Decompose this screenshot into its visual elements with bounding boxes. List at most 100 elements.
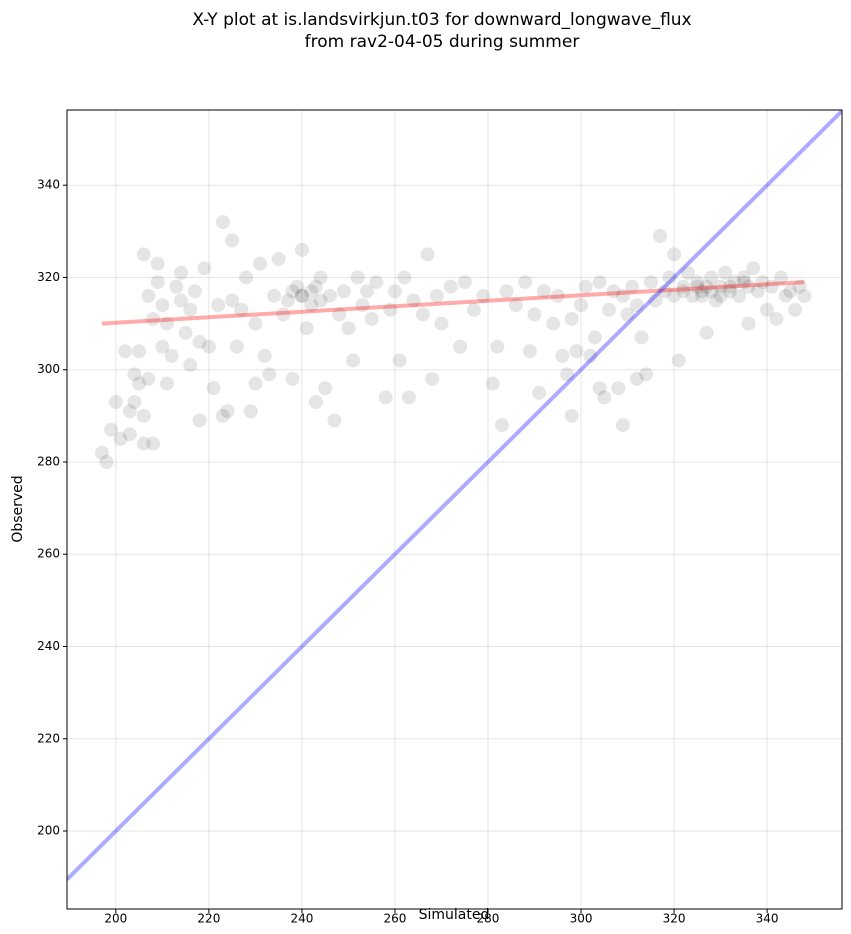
scatter-point	[192, 413, 207, 428]
scatter-point	[113, 431, 128, 446]
scatter-point	[332, 307, 347, 322]
scatter-point	[387, 284, 402, 299]
scatter-point	[797, 288, 812, 303]
scatter-point	[629, 371, 644, 386]
y-tick-label: 220	[37, 731, 60, 745]
scatter-point	[429, 288, 444, 303]
scatter-point	[290, 279, 305, 294]
scatter-point	[699, 325, 714, 340]
scatter-point	[346, 353, 361, 368]
scatter-point	[360, 284, 375, 299]
scatter-point	[225, 293, 240, 308]
scatter-point	[601, 302, 616, 317]
fit-line	[67, 110, 842, 881]
scatter-point	[160, 376, 175, 391]
scatter-point	[611, 381, 626, 396]
scatter-point	[564, 311, 579, 326]
scatter-point	[215, 408, 230, 423]
scatter-point	[369, 275, 384, 290]
scatter-point	[467, 302, 482, 317]
x-tick-label: 240	[290, 912, 313, 926]
scatter-point	[383, 302, 398, 317]
scatter-point	[662, 270, 677, 285]
scatter-point	[722, 279, 737, 294]
y-tick-label: 340	[37, 178, 60, 192]
scatter-point	[401, 390, 416, 405]
scatter-point	[336, 284, 351, 299]
scatter-point	[778, 288, 793, 303]
scatter-point	[313, 293, 328, 308]
scatter-point	[741, 279, 756, 294]
scatter-point	[648, 293, 663, 308]
scatter-point	[699, 279, 714, 294]
scatter-point	[527, 307, 542, 322]
scatter-point	[629, 298, 644, 313]
scatter-point	[550, 288, 565, 303]
x-axis-label: Simulated	[419, 907, 490, 923]
scatter-point	[173, 265, 188, 280]
x-tick-label: 320	[663, 912, 686, 926]
scatter-point	[248, 316, 263, 331]
scatter-point	[220, 404, 235, 419]
x-tick-label: 280	[477, 912, 500, 926]
scatter-point	[704, 284, 719, 299]
scatter-point	[420, 247, 435, 262]
scatter-point	[127, 367, 142, 382]
scatter-point	[508, 298, 523, 313]
scatter-point	[639, 367, 654, 382]
y-tick-label: 200	[37, 824, 60, 838]
scatter-point	[476, 288, 491, 303]
scatter-point	[713, 288, 728, 303]
scatter-point	[229, 339, 244, 354]
scatter-point	[127, 395, 142, 410]
scatter-point	[243, 404, 258, 419]
scatter-point	[615, 288, 630, 303]
scatter-point	[141, 288, 156, 303]
scatter-point	[578, 279, 593, 294]
axes-frame	[66, 109, 843, 910]
scatter-point	[155, 298, 170, 313]
chart-title: X-Y plot at is.landsvirkjun.t03 for down…	[192, 10, 691, 30]
y-tick-label: 320	[37, 270, 60, 284]
scatter-point	[169, 279, 184, 294]
scatter-point	[694, 288, 709, 303]
y-tick-label: 300	[37, 362, 60, 376]
scatter-point	[378, 390, 393, 405]
scatter-point	[183, 358, 198, 373]
fit-line	[101, 280, 805, 326]
scatter-point	[192, 335, 207, 350]
scatter-point	[746, 261, 761, 276]
ticks: 200 220 240 260 280 300 320 340 200 220 240 260 280 3…	[37, 178, 778, 926]
scatter-point	[620, 307, 635, 322]
scatter-point	[308, 395, 323, 410]
scatter-point	[132, 376, 147, 391]
scatter-point	[764, 279, 779, 294]
scatter-point	[788, 302, 803, 317]
scatter-point	[160, 316, 175, 331]
plot-area	[67, 110, 842, 881]
scatter-point	[653, 228, 668, 243]
scatter-point	[694, 284, 709, 299]
scatter-point	[397, 270, 412, 285]
scatter-point	[318, 381, 333, 396]
scatter-point	[415, 307, 430, 322]
scatter-point	[755, 275, 770, 290]
scatter-point	[555, 348, 570, 363]
scatter-point	[164, 348, 179, 363]
scatter-point	[364, 311, 379, 326]
scatter-point	[104, 422, 119, 437]
scatter-point	[774, 270, 789, 285]
scatter-point	[453, 339, 468, 354]
scatter-point	[546, 316, 561, 331]
scatter-point	[132, 344, 147, 359]
scatter-point	[518, 275, 533, 290]
scatter-point	[522, 344, 537, 359]
scatter-point	[583, 348, 598, 363]
scatter-point	[234, 302, 249, 317]
scatter-point	[146, 436, 161, 451]
scatter-point	[99, 454, 114, 469]
scatter-point	[569, 344, 584, 359]
scatter-point	[392, 353, 407, 368]
